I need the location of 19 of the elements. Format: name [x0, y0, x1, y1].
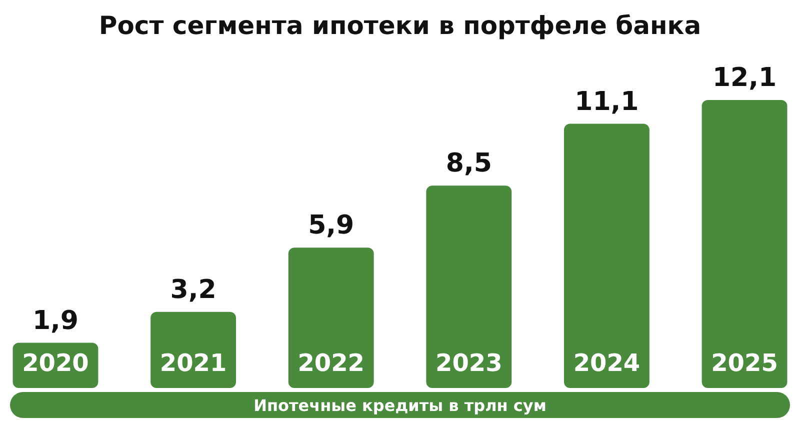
bar [426, 186, 512, 388]
bar [150, 312, 236, 388]
chart-title: Рост сегмента ипотеки в портфеле банка [98, 11, 702, 40]
bar [564, 124, 650, 388]
x-tick-label: 2025 [711, 349, 778, 377]
data-label: 3,2 [170, 274, 216, 305]
data-label: 8,5 [446, 148, 492, 179]
x-tick-label: 2021 [160, 349, 227, 377]
x-tick-label: 2023 [436, 349, 502, 377]
data-label: 1,9 [32, 306, 79, 336]
x-axis-title: Ипотечные кредиты в трлн сум [254, 396, 546, 415]
data-label: 11,1 [574, 86, 639, 117]
x-tick-label: 2022 [298, 349, 364, 377]
bar [702, 100, 788, 388]
x-tick-label: 2020 [22, 349, 89, 377]
data-label: 5,9 [308, 210, 354, 241]
x-tick-label: 2024 [573, 349, 640, 377]
data-label: 12,1 [712, 63, 777, 93]
bar [288, 248, 374, 388]
